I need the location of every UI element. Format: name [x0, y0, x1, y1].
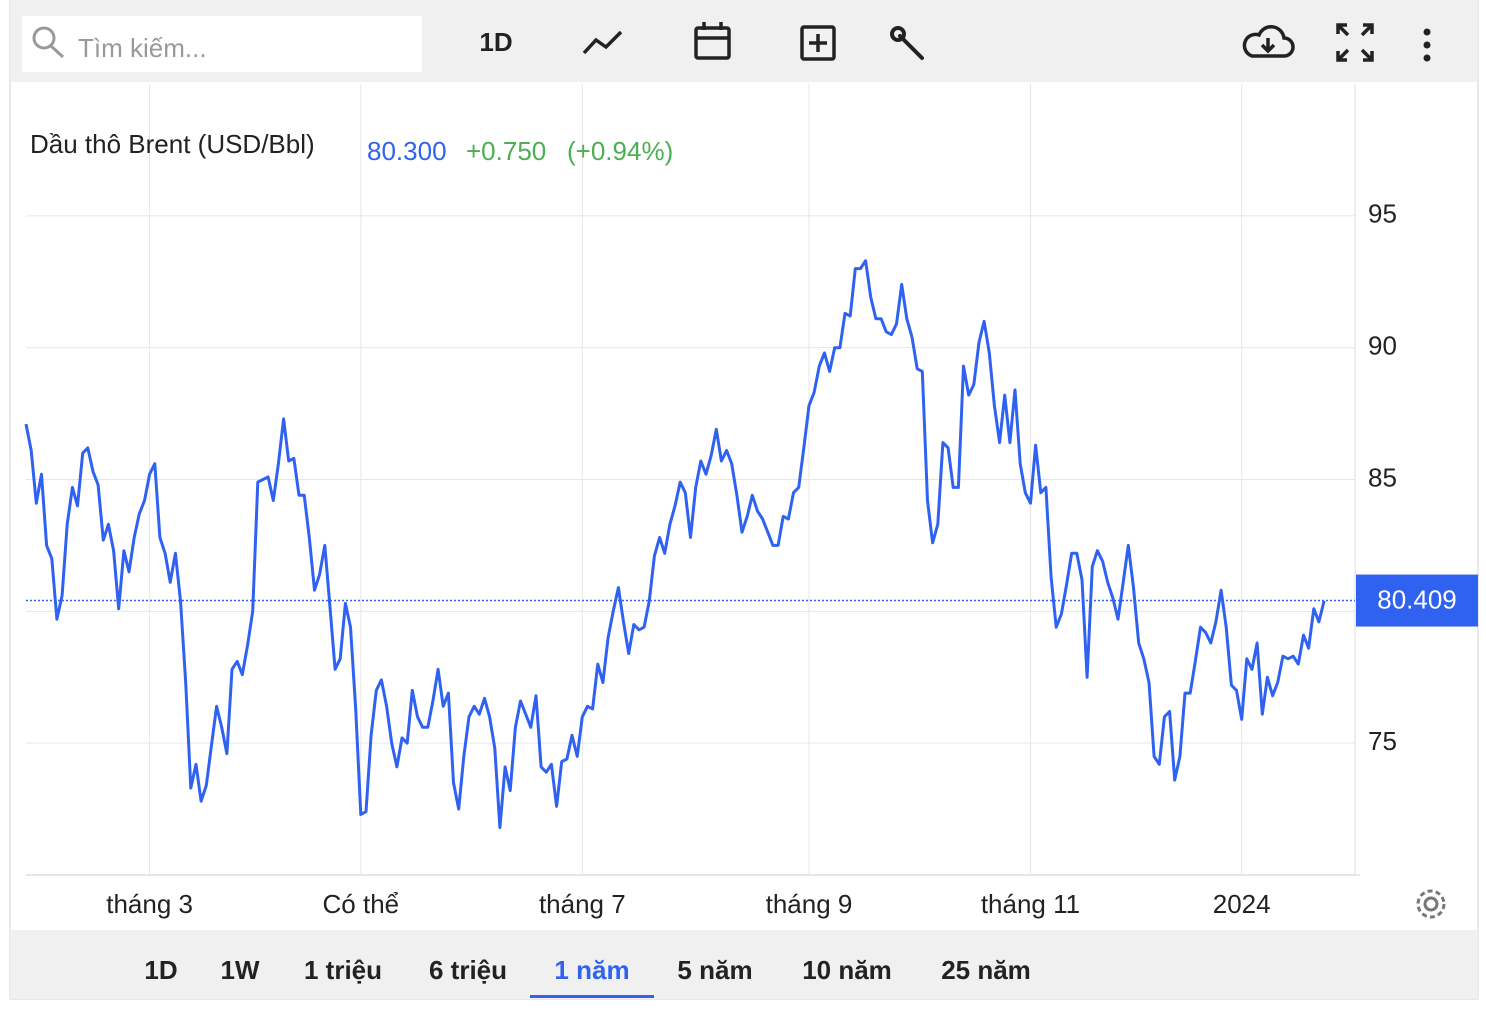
plot: tháng 3 Có thể tháng 7 tháng 9 tháng 11 2024 7…: [24, 84, 1478, 919]
chart-title: Dầu thô Brent (USD/Bbl): [30, 129, 315, 159]
more-icon[interactable]: [1423, 28, 1431, 62]
change: +0.750: [466, 136, 546, 166]
interval-button[interactable]: 1D: [479, 27, 512, 57]
range-button[interactable]: 6 triệu: [429, 955, 507, 985]
range-button[interactable]: 1D: [144, 955, 177, 985]
x-tick-label: tháng 9: [766, 889, 853, 919]
chart-header: Dầu thô Brent (USD/Bbl) 80.300 +0.750 (+…: [30, 129, 673, 166]
y-tick-label: 85: [1368, 462, 1397, 492]
add-indicator-icon[interactable]: [800, 25, 836, 61]
search-icon: [32, 26, 65, 59]
download-icon[interactable]: [1242, 25, 1295, 58]
frame: [9, 0, 1479, 1000]
range-button[interactable]: 1W: [221, 955, 260, 985]
calendar-icon[interactable]: [694, 22, 731, 60]
range-button[interactable]: 5 năm: [677, 955, 752, 985]
y-tick-label: 95: [1368, 199, 1397, 229]
settings-wrench-icon[interactable]: [890, 26, 924, 60]
x-tick-label: tháng 11: [981, 889, 1080, 919]
price-line: [24, 259, 1326, 829]
price: 80.300: [367, 136, 447, 166]
chart-type-icon[interactable]: [582, 30, 623, 55]
gear-icon[interactable]: [1416, 889, 1446, 919]
range-button[interactable]: 10 năm: [802, 955, 892, 985]
last-price-badge: [1356, 574, 1478, 627]
fullscreen-icon[interactable]: [1336, 23, 1374, 62]
range-bar: [10, 930, 1478, 999]
range-button[interactable]: 25 năm: [941, 955, 1031, 985]
x-tick-label: 2024: [1213, 889, 1271, 919]
active-range-underline: [530, 995, 654, 998]
range-button[interactable]: 1 triệu: [304, 955, 382, 985]
last-price-label: 80.409: [1377, 584, 1457, 614]
change-pct: (+0.94%): [567, 136, 673, 166]
search-box[interactable]: [22, 16, 422, 72]
range-button[interactable]: 1 năm: [554, 955, 629, 985]
search-placeholder[interactable]: Tìm kiếm...: [78, 33, 207, 63]
x-tick-label: Có thể: [323, 889, 400, 919]
y-tick-label: 75: [1368, 726, 1397, 756]
x-tick-label: tháng 3: [106, 889, 193, 919]
x-tick-label: tháng 7: [539, 889, 626, 919]
y-tick-label: 90: [1368, 331, 1397, 361]
